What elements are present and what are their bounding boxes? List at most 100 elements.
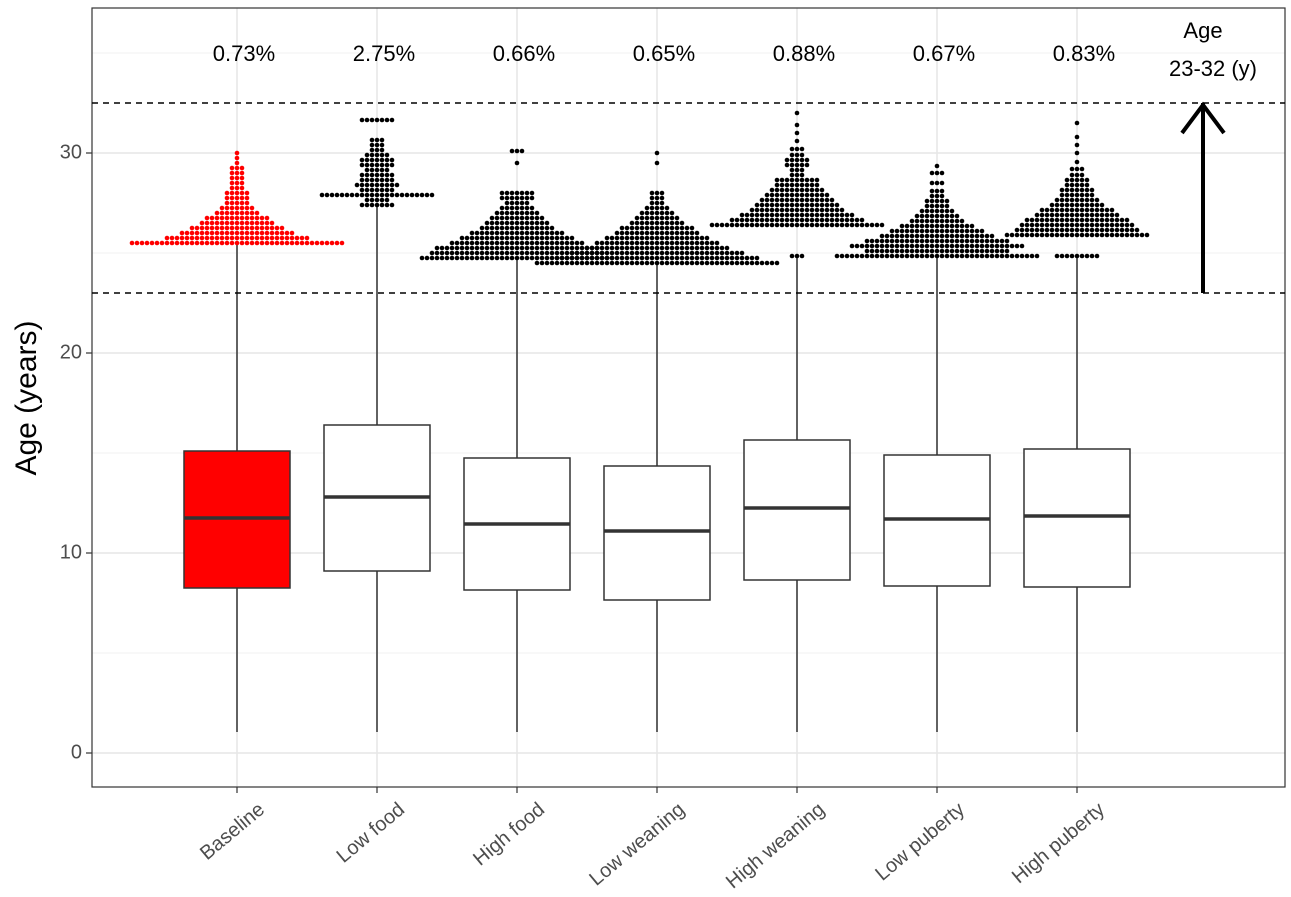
dot: [369, 177, 375, 183]
dot: [1109, 212, 1115, 218]
dot: [969, 248, 975, 254]
dot: [1089, 187, 1095, 193]
dot: [249, 230, 255, 236]
dot: [379, 197, 385, 203]
dot: [984, 238, 990, 244]
dot: [864, 248, 870, 254]
dot: [514, 225, 520, 231]
dot: [784, 182, 790, 188]
dot: [649, 220, 655, 226]
pct-label: 0.73%: [213, 41, 275, 66]
x-tick-label: High weaning: [722, 798, 829, 893]
dot: [499, 240, 505, 246]
dot: [474, 240, 480, 246]
dot: [824, 222, 830, 228]
dot: [364, 187, 370, 193]
dot: [1104, 207, 1110, 213]
dot: [269, 225, 275, 231]
dot: [234, 170, 240, 176]
dot: [1099, 232, 1105, 238]
dot: [849, 222, 855, 228]
dot: [614, 250, 620, 256]
dot: [464, 250, 470, 256]
dot: [569, 245, 575, 251]
dot: [1089, 227, 1095, 233]
dot: [889, 228, 895, 234]
dot: [234, 195, 240, 201]
dot: [609, 240, 615, 246]
dot: [804, 197, 810, 203]
dot: [739, 255, 745, 261]
dot: [774, 207, 780, 213]
dot: [899, 223, 905, 229]
dot: [689, 255, 695, 261]
dot: [514, 240, 520, 246]
dot: [1094, 202, 1100, 208]
dot: [534, 255, 540, 261]
dot: [649, 225, 655, 231]
dot: [389, 182, 395, 188]
dot: [209, 230, 215, 236]
dot: [224, 200, 230, 206]
dot: [1064, 212, 1070, 218]
dot: [639, 215, 645, 221]
dot: [324, 240, 330, 246]
dot: [674, 250, 680, 256]
dot: [729, 255, 735, 261]
dot: [1034, 222, 1040, 228]
dot: [924, 243, 930, 249]
dot: [669, 230, 675, 236]
dot: [739, 260, 745, 266]
dot: [379, 157, 385, 163]
dot: [239, 175, 245, 181]
dot: [909, 233, 915, 239]
dot: [1094, 217, 1100, 223]
dot: [514, 230, 520, 236]
dot: [909, 253, 915, 259]
dot: [764, 192, 770, 198]
dot: [184, 235, 190, 241]
dot: [524, 250, 530, 256]
dot: [609, 255, 615, 261]
dot: [284, 230, 290, 236]
dot: [204, 240, 210, 246]
dot: [449, 245, 455, 251]
dot: [929, 170, 935, 176]
dot: [689, 250, 695, 256]
dot: [864, 243, 870, 249]
dot: [1094, 227, 1100, 233]
dot: [714, 240, 720, 246]
dot: [964, 243, 970, 249]
dot: [1069, 232, 1075, 238]
dot: [989, 248, 995, 254]
dot: [854, 243, 860, 249]
dot: [1044, 227, 1050, 233]
dot: [364, 167, 370, 173]
dot: [759, 207, 765, 213]
dot: [1074, 150, 1080, 156]
dot: [529, 195, 535, 201]
dot: [194, 230, 200, 236]
dot: [509, 250, 515, 256]
dot: [924, 223, 930, 229]
dot: [934, 218, 940, 224]
dot: [1039, 217, 1045, 223]
dot: [779, 222, 785, 228]
dot: [1074, 222, 1080, 228]
dot: [854, 222, 860, 228]
dot: [614, 230, 620, 236]
dot: [229, 240, 235, 246]
dot: [349, 192, 355, 198]
dot: [324, 192, 330, 198]
dot: [469, 245, 475, 251]
dot: [369, 157, 375, 163]
dot: [794, 162, 800, 168]
dot: [384, 177, 390, 183]
dot: [789, 222, 795, 228]
dot: [374, 202, 380, 208]
dot: [269, 220, 275, 226]
dot: [1089, 217, 1095, 223]
dot: [664, 235, 670, 241]
dot: [789, 177, 795, 183]
dot: [1069, 217, 1075, 223]
